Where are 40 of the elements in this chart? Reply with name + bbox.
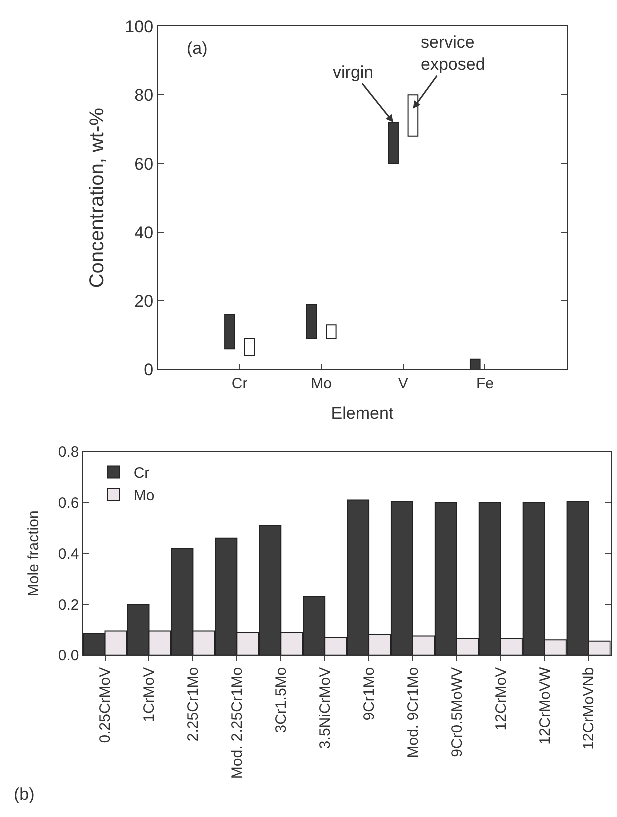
y-tick-label: 100 (125, 18, 154, 37)
x-tick-label: Mod. 9Cr1Mo (404, 667, 422, 758)
x-tick-label: 12CrMoV (492, 667, 510, 731)
y-tick-label: 0.4 (58, 546, 80, 563)
x-tick-label: 3.5NiCrMoV (316, 667, 334, 750)
bar (224, 314, 236, 350)
x-tick-label: 2.25Cr1Mo (185, 667, 202, 742)
x-tick-label: Mo (311, 376, 332, 393)
y-tick-label: 0.2 (58, 596, 80, 614)
y-tick-label: 60 (134, 154, 154, 174)
x-tick-label: 9Cr1Mo (360, 667, 378, 721)
y-tick-label: 20 (134, 292, 154, 312)
x-tick-label: V (398, 376, 408, 393)
y-axis-title: Mole fraction (26, 510, 43, 597)
y-tick-label: 0.6 (58, 495, 80, 512)
y-axis-title: Concentration, wt-% (86, 108, 109, 288)
x-tick-label: Cr (232, 376, 248, 393)
y-tick-label: 80 (134, 86, 154, 106)
bar (326, 324, 337, 340)
text: (b) (14, 785, 35, 804)
x-axis-title: Element (331, 404, 394, 424)
legend-label: Mo (134, 488, 155, 505)
legend-label: Cr (134, 465, 150, 482)
x-tick-label: 3Cr1.5Mo (273, 667, 290, 734)
x-tick-label: 9Cr0.5MoWV (448, 667, 466, 758)
bar (306, 304, 318, 340)
annotation: service exposed (421, 33, 486, 74)
x-tick-label: Mod. 2.25Cr1Mo (229, 667, 246, 780)
x-tick-label: 12CrMoVW (536, 666, 554, 745)
y-tick-label: 0.0 (58, 648, 80, 665)
annotation: virgin (333, 63, 374, 82)
bar (244, 338, 255, 356)
x-tick-label: 0.25CrMoV (97, 667, 114, 744)
x-tick-label: 12CrMoVNb (580, 667, 598, 750)
y-tick-label: 40 (134, 223, 154, 242)
y-tick-label: 0.8 (58, 444, 80, 462)
x-tick-label: 1CrMoV (141, 667, 158, 722)
y-tick-label: 0 (144, 360, 154, 380)
annotation: (a) (187, 39, 208, 58)
x-tick-label: Fe (476, 376, 494, 393)
